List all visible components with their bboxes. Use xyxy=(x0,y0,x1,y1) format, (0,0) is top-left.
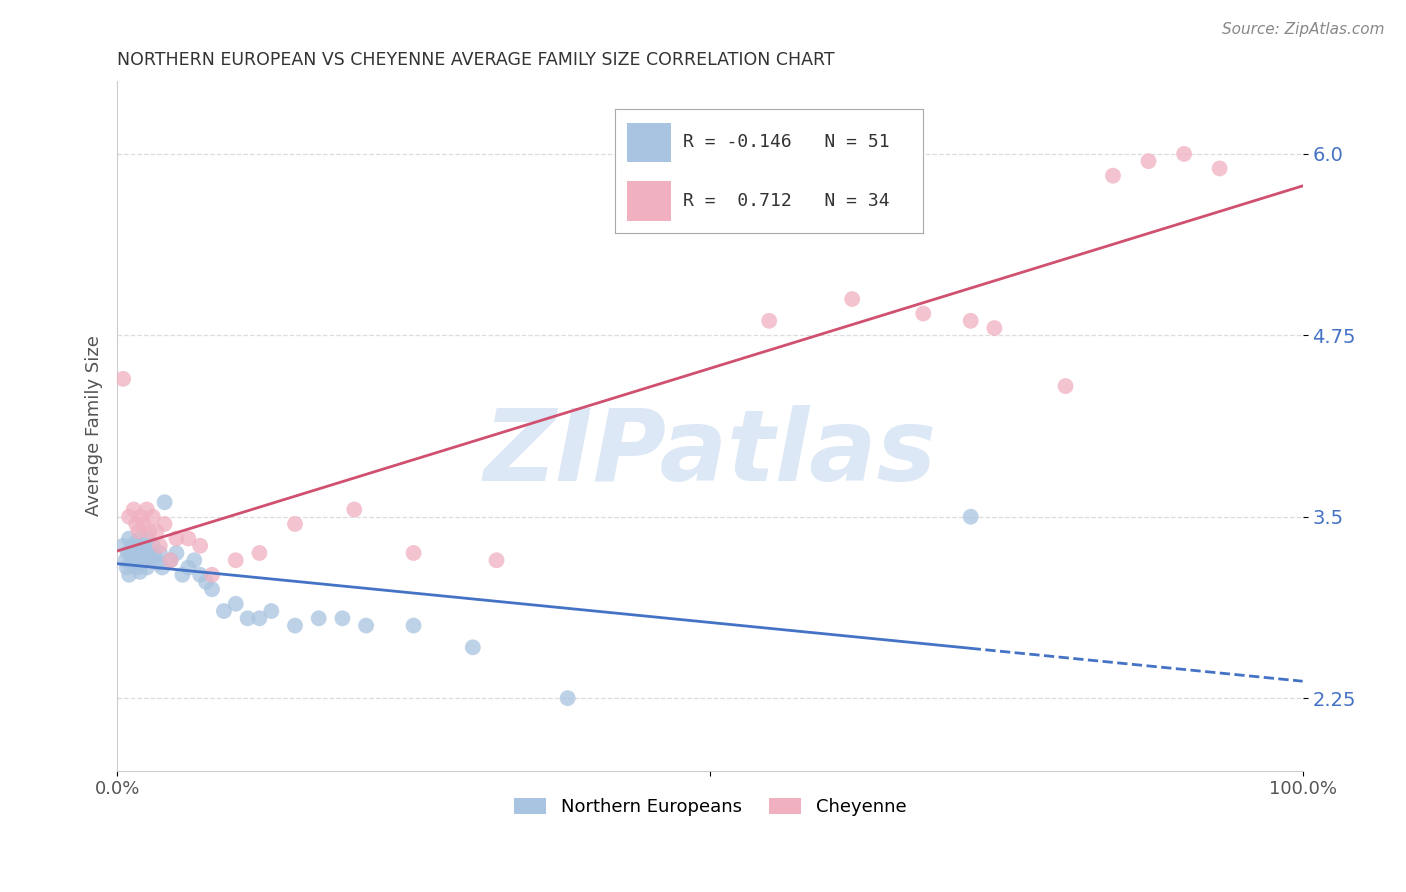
Point xyxy=(118,509,141,524)
Point xyxy=(249,611,271,625)
Point xyxy=(135,560,157,574)
Text: ZIPatlas: ZIPatlas xyxy=(484,405,936,502)
Point xyxy=(912,307,935,321)
Point xyxy=(127,560,149,574)
Point xyxy=(134,541,156,556)
Point xyxy=(188,567,211,582)
Point xyxy=(117,546,139,560)
Point xyxy=(557,691,579,706)
Point xyxy=(153,516,176,531)
Point xyxy=(118,532,141,546)
Point xyxy=(112,539,135,553)
Point xyxy=(145,524,167,539)
Point xyxy=(195,574,218,589)
Point xyxy=(120,541,142,556)
Legend: Northern Europeans, Cheyenne: Northern Europeans, Cheyenne xyxy=(506,791,914,823)
Point xyxy=(142,539,165,553)
Point xyxy=(1137,154,1160,169)
Point xyxy=(159,553,181,567)
Point xyxy=(166,546,188,560)
Point xyxy=(149,546,172,560)
Point xyxy=(402,546,425,560)
Point xyxy=(188,539,211,553)
Point xyxy=(308,611,330,625)
Point xyxy=(142,509,165,524)
Point xyxy=(122,502,145,516)
Point xyxy=(135,553,157,567)
Point xyxy=(128,565,150,579)
Point xyxy=(136,532,159,546)
Point xyxy=(1102,169,1125,183)
Point xyxy=(138,524,160,539)
Point xyxy=(332,611,354,625)
Point xyxy=(343,502,366,516)
Text: NORTHERN EUROPEAN VS CHEYENNE AVERAGE FAMILY SIZE CORRELATION CHART: NORTHERN EUROPEAN VS CHEYENNE AVERAGE FA… xyxy=(117,51,835,69)
Point xyxy=(122,556,145,570)
Point xyxy=(124,546,146,560)
Point xyxy=(139,546,162,560)
Point xyxy=(149,539,172,553)
Point xyxy=(153,495,176,509)
Point xyxy=(260,604,283,618)
Point xyxy=(983,321,1005,335)
Point xyxy=(132,546,155,560)
Point xyxy=(201,582,224,597)
Point xyxy=(225,553,247,567)
Point xyxy=(118,567,141,582)
Text: Source: ZipAtlas.com: Source: ZipAtlas.com xyxy=(1222,22,1385,37)
Y-axis label: Average Family Size: Average Family Size xyxy=(86,335,103,516)
Point xyxy=(841,292,863,306)
Point xyxy=(146,556,169,570)
Point xyxy=(125,553,148,567)
Point xyxy=(150,560,173,574)
Point xyxy=(284,618,307,632)
Point xyxy=(125,516,148,531)
Point xyxy=(159,553,181,567)
Point xyxy=(129,532,152,546)
Point xyxy=(354,618,377,632)
Point xyxy=(402,618,425,632)
Point xyxy=(138,553,160,567)
Point xyxy=(212,604,235,618)
Point xyxy=(461,640,484,655)
Point xyxy=(135,502,157,516)
Point xyxy=(758,314,780,328)
Point xyxy=(124,536,146,550)
Point xyxy=(166,532,188,546)
Point xyxy=(1054,379,1077,393)
Point xyxy=(129,509,152,524)
Point xyxy=(177,560,200,574)
Point xyxy=(114,553,136,567)
Point xyxy=(121,550,143,565)
Point xyxy=(132,516,155,531)
Point xyxy=(249,546,271,560)
Point xyxy=(128,539,150,553)
Point xyxy=(1173,147,1195,161)
Point xyxy=(959,314,981,328)
Point xyxy=(959,509,981,524)
Point xyxy=(485,553,508,567)
Point xyxy=(236,611,259,625)
Point xyxy=(177,532,200,546)
Point xyxy=(284,516,307,531)
Point xyxy=(143,550,166,565)
Point xyxy=(201,567,224,582)
Point xyxy=(115,560,138,574)
Point xyxy=(1208,161,1230,176)
Point xyxy=(112,372,135,386)
Point xyxy=(183,553,205,567)
Point xyxy=(128,524,150,539)
Point xyxy=(172,567,194,582)
Point xyxy=(131,556,153,570)
Point xyxy=(225,597,247,611)
